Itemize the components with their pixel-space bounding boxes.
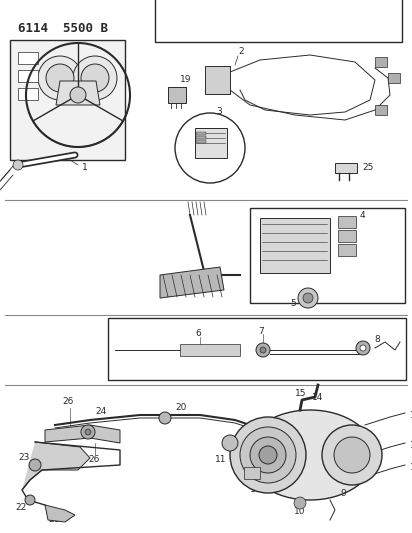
Bar xyxy=(196,132,206,135)
Bar xyxy=(168,87,186,103)
Bar xyxy=(250,208,405,303)
Text: 20: 20 xyxy=(175,403,186,413)
Polygon shape xyxy=(45,505,75,522)
Bar xyxy=(18,88,38,100)
Bar xyxy=(260,218,330,273)
Text: 16: 16 xyxy=(410,463,412,472)
Bar xyxy=(196,136,206,139)
Bar xyxy=(108,318,406,380)
Circle shape xyxy=(240,427,296,483)
Text: 6114  5500 B: 6114 5500 B xyxy=(18,22,108,35)
Circle shape xyxy=(85,429,91,435)
Bar xyxy=(18,70,38,82)
Polygon shape xyxy=(180,344,240,356)
Text: 3: 3 xyxy=(216,108,222,117)
Bar xyxy=(18,52,38,64)
Bar xyxy=(388,73,400,83)
Circle shape xyxy=(29,459,41,471)
Bar xyxy=(10,40,125,160)
Text: 1: 1 xyxy=(82,164,88,173)
Bar xyxy=(338,230,356,242)
Circle shape xyxy=(38,56,82,100)
Bar xyxy=(195,128,227,158)
Text: 11: 11 xyxy=(215,455,227,464)
Circle shape xyxy=(334,437,370,473)
Polygon shape xyxy=(160,267,224,298)
Circle shape xyxy=(70,87,86,103)
Bar xyxy=(338,216,356,228)
Polygon shape xyxy=(45,425,120,443)
Text: 6: 6 xyxy=(195,329,201,338)
Text: 25: 25 xyxy=(362,164,373,173)
Circle shape xyxy=(298,288,318,308)
Circle shape xyxy=(260,347,266,353)
Circle shape xyxy=(230,417,306,493)
Circle shape xyxy=(360,345,366,351)
Circle shape xyxy=(159,412,171,424)
Ellipse shape xyxy=(245,410,375,500)
Text: 5: 5 xyxy=(290,300,296,309)
Text: 26: 26 xyxy=(62,398,73,407)
Circle shape xyxy=(356,341,370,355)
Circle shape xyxy=(250,437,286,473)
Text: 26: 26 xyxy=(88,456,99,464)
Circle shape xyxy=(175,113,245,183)
Circle shape xyxy=(256,343,270,357)
Circle shape xyxy=(73,56,117,100)
Circle shape xyxy=(294,497,306,509)
Text: 22: 22 xyxy=(15,504,26,513)
Polygon shape xyxy=(56,81,100,105)
Circle shape xyxy=(81,64,109,92)
Bar xyxy=(155,0,402,42)
Text: 15: 15 xyxy=(295,389,307,398)
Circle shape xyxy=(46,64,74,92)
Circle shape xyxy=(322,425,382,485)
Text: 13: 13 xyxy=(410,440,412,449)
Text: 2: 2 xyxy=(238,47,243,56)
Polygon shape xyxy=(22,442,90,490)
Text: 4: 4 xyxy=(360,211,365,220)
Text: 7: 7 xyxy=(258,327,264,336)
Circle shape xyxy=(222,435,238,451)
Bar xyxy=(375,105,387,115)
Text: 10: 10 xyxy=(294,506,306,515)
Bar xyxy=(196,140,206,143)
Circle shape xyxy=(303,293,313,303)
Text: 19: 19 xyxy=(180,76,192,85)
Text: 21: 21 xyxy=(48,515,59,524)
Text: 17: 17 xyxy=(250,486,262,495)
Bar xyxy=(205,66,230,94)
Circle shape xyxy=(81,425,95,439)
Circle shape xyxy=(13,160,23,170)
Text: 8: 8 xyxy=(374,335,380,344)
Text: 9: 9 xyxy=(340,489,346,497)
Bar xyxy=(335,163,357,173)
Bar xyxy=(375,57,387,67)
Text: 23: 23 xyxy=(18,454,29,463)
Text: 12: 12 xyxy=(410,410,412,419)
Text: 14: 14 xyxy=(312,392,323,401)
Circle shape xyxy=(25,495,35,505)
Bar xyxy=(244,467,260,479)
Circle shape xyxy=(259,446,277,464)
Bar xyxy=(338,244,356,256)
Text: 24: 24 xyxy=(95,408,106,416)
